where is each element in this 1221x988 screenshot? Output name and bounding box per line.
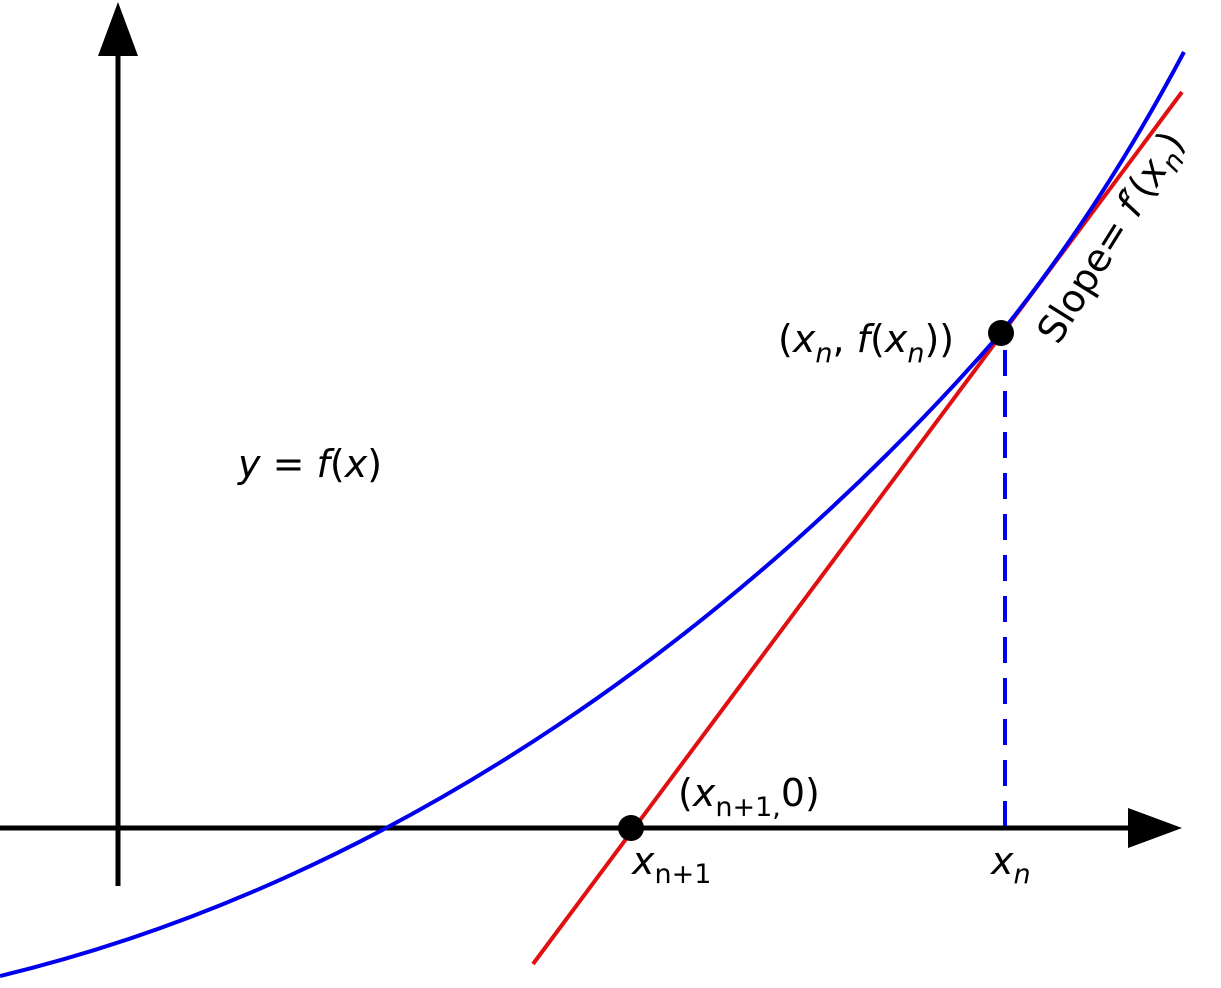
- function-curve: [0, 51, 1186, 978]
- x-axis-arrowhead-icon: [1128, 808, 1182, 848]
- y-axis-arrowhead-icon: [98, 2, 138, 56]
- point-xn1-label: (xn+1,0): [678, 771, 820, 823]
- point-xn1-zero: [618, 815, 644, 841]
- point-xn-label: (xn, f(xn)): [778, 317, 954, 369]
- point-xn-fxn: [988, 320, 1014, 346]
- slope-label: Slope= f′(xn): [1028, 123, 1199, 354]
- curve-label: y = f(x): [237, 442, 382, 486]
- tick-label-xn: xn: [990, 839, 1031, 890]
- tick-label-xn1: xn+1: [631, 839, 711, 890]
